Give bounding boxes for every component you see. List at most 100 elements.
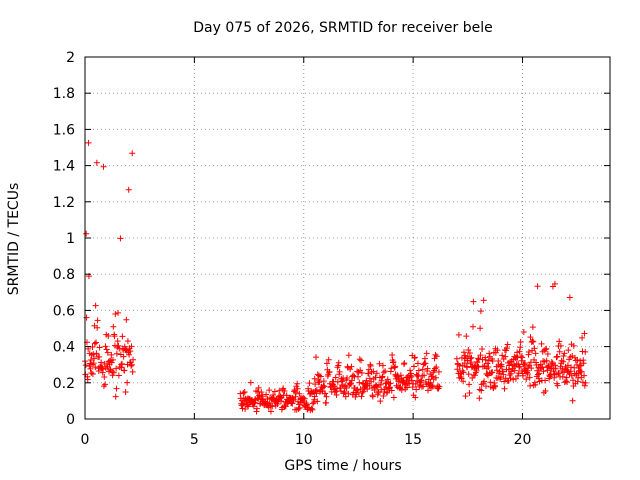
data-point: [342, 393, 349, 400]
data-point: [90, 351, 97, 358]
data-point: [460, 369, 467, 376]
data-point: [574, 357, 581, 364]
data-point: [115, 309, 122, 316]
x-tick-label: 0: [81, 432, 90, 448]
data-point: [105, 333, 112, 340]
data-point: [551, 280, 558, 287]
y-tick-label: 1.8: [53, 86, 75, 102]
data-point: [503, 345, 510, 352]
data-point: [388, 387, 395, 394]
data-point: [552, 365, 559, 372]
data-point: [83, 314, 90, 321]
data-point: [389, 351, 396, 358]
data-point: [486, 350, 493, 357]
data-point: [462, 352, 469, 359]
data-point: [466, 381, 473, 388]
data-point: [341, 389, 348, 396]
data-point: [544, 350, 551, 357]
data-point: [83, 230, 90, 237]
data-point: [463, 333, 470, 340]
data-point: [369, 393, 376, 400]
data-point: [378, 386, 385, 393]
data-point: [114, 338, 121, 345]
data-point: [433, 353, 440, 360]
data-point: [358, 357, 365, 364]
data-point: [408, 377, 415, 384]
data-point: [296, 390, 303, 397]
data-point: [323, 360, 330, 367]
data-point: [570, 377, 577, 384]
y-tick-label: 1: [66, 231, 75, 247]
data-point: [363, 377, 370, 384]
data-point: [429, 383, 436, 390]
data-point: [462, 393, 469, 400]
data-point: [112, 310, 119, 317]
data-point: [314, 371, 321, 378]
data-point: [581, 330, 588, 337]
data-point: [95, 367, 102, 374]
data-point: [414, 360, 421, 367]
data-point: [311, 375, 318, 382]
data-point: [366, 375, 373, 382]
data-point: [241, 388, 248, 395]
data-point: [532, 350, 539, 357]
data-point: [466, 390, 473, 397]
data-point: [292, 389, 299, 396]
data-point: [344, 375, 351, 382]
data-point: [240, 389, 247, 396]
data-point: [280, 385, 287, 392]
data-point: [500, 371, 507, 378]
data-point: [85, 139, 92, 146]
data-point: [543, 357, 550, 364]
data-point: [301, 395, 308, 402]
data-point: [313, 386, 320, 393]
data-point: [519, 354, 526, 361]
data-point: [313, 354, 319, 361]
data-point: [534, 371, 541, 378]
data-point: [263, 391, 270, 398]
data-point: [540, 368, 547, 375]
data-point: [531, 345, 538, 352]
data-point: [480, 297, 487, 304]
data-point: [308, 405, 315, 412]
data-point: [564, 379, 571, 386]
data-point: [510, 361, 517, 368]
data-point: [476, 395, 483, 402]
data-point: [579, 379, 586, 386]
data-point: [317, 373, 324, 380]
data-point: [119, 360, 126, 367]
data-point: [481, 378, 488, 385]
chart-title: Day 075 of 2026, SRMTID for receiver bel…: [193, 20, 492, 36]
data-point: [348, 363, 355, 370]
y-tick-label: 0.6: [53, 303, 75, 319]
data-point: [453, 355, 460, 362]
data-point: [379, 362, 386, 369]
data-point: [316, 378, 323, 385]
data-point: [358, 393, 365, 400]
y-tick-label: 1.4: [53, 159, 75, 175]
data-point: [555, 369, 562, 376]
data-point: [315, 379, 322, 386]
data-point: [343, 384, 350, 391]
data-point: [524, 370, 531, 377]
data-point: [534, 283, 541, 290]
data-point: [242, 405, 249, 412]
axis-ticks: 00.20.40.60.811.21.41.61.820 5 10 15 20: [53, 50, 610, 448]
data-point: [460, 349, 467, 356]
data-point: [566, 294, 573, 301]
data-point: [306, 404, 312, 411]
y-tick-label: 1.6: [53, 122, 75, 138]
data-point: [130, 356, 137, 363]
data-point: [129, 368, 136, 375]
data-point: [379, 373, 386, 380]
data-point: [485, 357, 492, 364]
data-point: [258, 389, 265, 396]
data-point: [411, 354, 418, 361]
data-point: [321, 383, 328, 390]
data-point: [87, 365, 94, 372]
data-point: [553, 354, 560, 361]
data-point: [404, 384, 410, 391]
data-point: [420, 383, 427, 390]
data-point: [521, 360, 528, 367]
data-point: [94, 317, 101, 324]
